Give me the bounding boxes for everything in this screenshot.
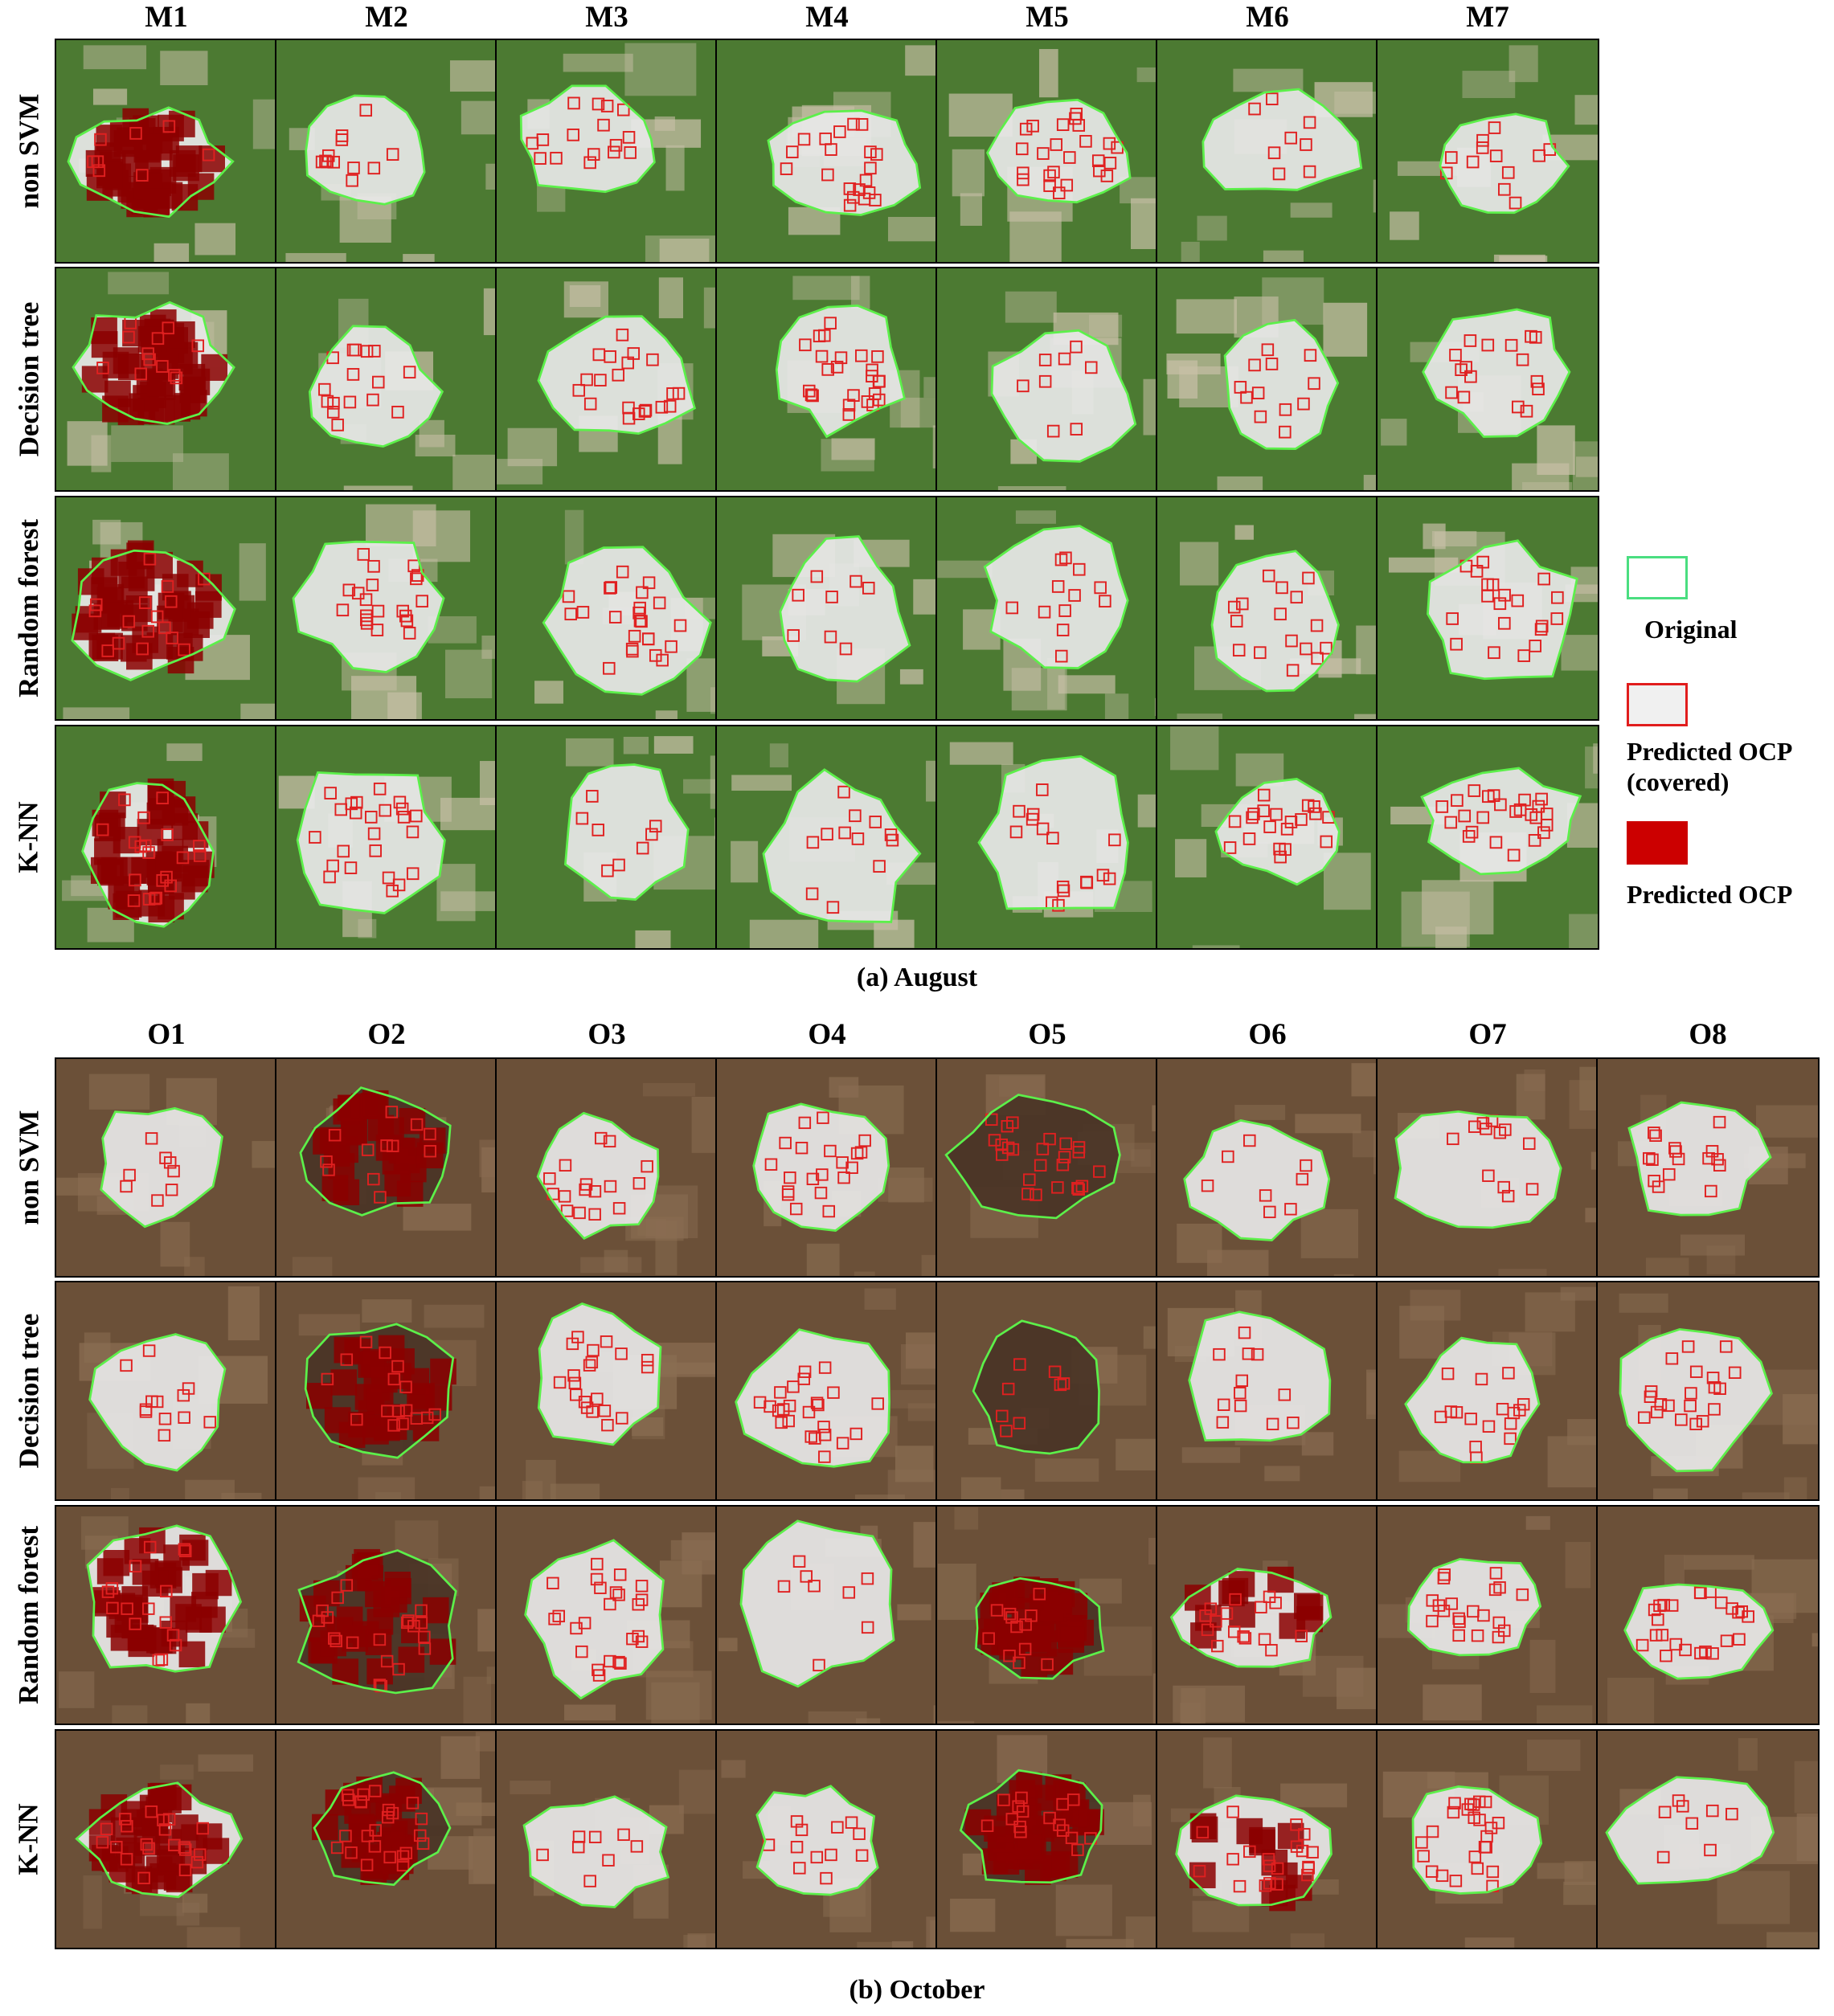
aug-strip-rforest: [55, 496, 1599, 721]
tile-o6-2: [1157, 1507, 1378, 1724]
tile-m1-0: [56, 40, 276, 262]
tile-o6-3: [1157, 1731, 1378, 1948]
oct-strip-nonsvm: [55, 1057, 1820, 1278]
tile-m6-1: [1157, 268, 1378, 490]
tile-o2-2: [276, 1507, 497, 1724]
tile-o7-0: [1378, 1059, 1598, 1276]
tile-m5-3: [937, 726, 1157, 948]
tile-o3-1: [497, 1282, 717, 1499]
tile-m1-3: [56, 726, 276, 948]
tile-o3-2: [497, 1507, 717, 1724]
tile-o6-1: [1157, 1282, 1378, 1499]
legend-swatch-predicted: [1627, 821, 1688, 865]
tile-o5-0: [937, 1059, 1157, 1276]
tile-o7-1: [1378, 1282, 1598, 1499]
tile-m1-1: [56, 268, 276, 490]
row-header-oct-rforest: Random forest: [13, 1526, 45, 1704]
tile-m4-2: [717, 497, 937, 719]
row-header-oct-nonsvm: non SVM: [13, 1110, 44, 1225]
tile-m1-2: [56, 497, 276, 719]
tile-o6-0: [1157, 1059, 1378, 1276]
tile-o8-1: [1598, 1282, 1818, 1499]
oct-strip-dtree: [55, 1281, 1820, 1501]
col-header-m1: M1: [145, 1, 188, 34]
row-header-aug-dtree: Decision tree: [13, 301, 45, 457]
col-header-m2: M2: [365, 1, 408, 34]
tile-m3-3: [497, 726, 717, 948]
tile-m2-2: [276, 497, 497, 719]
tile-m5-2: [937, 497, 1157, 719]
tile-o2-1: [276, 1282, 497, 1499]
col-header-m5: M5: [1025, 1, 1069, 34]
row-header-aug-rforest: Random forest: [13, 519, 45, 697]
legend-label-predicted: Predicted OCP: [1627, 880, 1793, 909]
tile-m7-1: [1378, 268, 1598, 490]
tile-o8-2: [1598, 1507, 1818, 1724]
tile-o7-2: [1378, 1507, 1598, 1724]
tile-m7-3: [1378, 726, 1598, 948]
tile-m3-2: [497, 497, 717, 719]
aug-strip-nonsvm: [55, 39, 1599, 264]
tile-m4-0: [717, 40, 937, 262]
tile-m2-0: [276, 40, 497, 262]
tile-o5-2: [937, 1507, 1157, 1724]
tile-o5-1: [937, 1282, 1157, 1499]
legend-swatch-original: [1627, 556, 1688, 599]
tile-o2-3: [276, 1731, 497, 1948]
col-header-o3: O3: [587, 1018, 626, 1051]
col-header-o7: O7: [1468, 1018, 1507, 1051]
tile-o1-0: [56, 1059, 276, 1276]
tile-o8-3: [1598, 1731, 1818, 1948]
tile-o4-0: [717, 1059, 937, 1276]
col-header-o1: O1: [147, 1018, 186, 1051]
tile-m2-1: [276, 268, 497, 490]
tile-o1-3: [56, 1731, 276, 1948]
tile-m3-0: [497, 40, 717, 262]
tile-m6-0: [1157, 40, 1378, 262]
row-header-aug-knn: K-NN: [13, 801, 44, 873]
tile-o3-0: [497, 1059, 717, 1276]
tile-m4-1: [717, 268, 937, 490]
col-header-o8: O8: [1689, 1018, 1727, 1051]
caption-august: (a) August: [856, 963, 978, 992]
tile-o2-0: [276, 1059, 497, 1276]
tile-o5-3: [937, 1731, 1157, 1948]
tile-m5-1: [937, 268, 1157, 490]
tile-m6-2: [1157, 497, 1378, 719]
tile-o4-2: [717, 1507, 937, 1724]
tile-m7-2: [1378, 497, 1598, 719]
tile-o4-3: [717, 1731, 937, 1948]
row-header-aug-nonsvm: non SVM: [13, 93, 44, 209]
col-header-m7: M7: [1466, 1, 1509, 34]
tile-o8-0: [1598, 1059, 1818, 1276]
legend-label-covered: Predicted OCP (covered): [1627, 737, 1793, 796]
col-header-o5: O5: [1028, 1018, 1066, 1051]
tile-o1-2: [56, 1507, 276, 1724]
tile-o4-1: [717, 1282, 937, 1499]
tile-o3-3: [497, 1731, 717, 1948]
row-header-oct-knn: K-NN: [13, 1803, 44, 1875]
col-header-m4: M4: [805, 1, 849, 34]
col-header-o4: O4: [808, 1018, 846, 1051]
aug-strip-knn: [55, 725, 1599, 950]
aug-strip-dtree: [55, 267, 1599, 492]
row-header-oct-dtree: Decision tree: [13, 1313, 45, 1469]
oct-strip-knn: [55, 1729, 1820, 1949]
tile-m6-3: [1157, 726, 1378, 948]
tile-m5-0: [937, 40, 1157, 262]
tile-m4-3: [717, 726, 937, 948]
col-header-o2: O2: [367, 1018, 406, 1051]
col-header-m3: M3: [585, 1, 628, 34]
tile-m7-0: [1378, 40, 1598, 262]
legend-label-original: Original: [1644, 615, 1738, 644]
tile-m2-3: [276, 726, 497, 948]
col-header-o6: O6: [1248, 1018, 1287, 1051]
oct-strip-rforest: [55, 1505, 1820, 1725]
tile-o1-1: [56, 1282, 276, 1499]
tile-m3-1: [497, 268, 717, 490]
caption-october: (b) October: [849, 1975, 985, 2005]
legend-swatch-covered: [1627, 683, 1688, 726]
col-header-m6: M6: [1246, 1, 1289, 34]
tile-o7-3: [1378, 1731, 1598, 1948]
